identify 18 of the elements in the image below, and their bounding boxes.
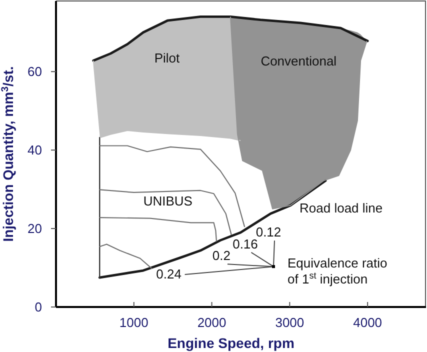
y-tick-label: 20: [28, 221, 42, 236]
y-tick-label: 60: [28, 64, 42, 80]
series-label: 0.24: [156, 266, 182, 282]
series-label: 0.16: [232, 236, 258, 252]
annotation: UNIBUS: [143, 193, 193, 208]
x-tick-label: 1000: [119, 315, 148, 330]
annotation: Equivalence ratio of 1$^{st}$ injection: [288, 256, 388, 287]
annotation: Conventional: [260, 53, 337, 68]
x-axis-title: Engine Speed, rpm: [168, 335, 294, 351]
x-tick-label: 3000: [275, 315, 304, 330]
series-label: 0.2: [212, 248, 230, 264]
series-label: 0.12: [256, 224, 282, 240]
x-tick-label: 4000: [353, 315, 382, 330]
x-tick-label: 2000: [197, 315, 226, 330]
y-tick-label: 0: [34, 300, 42, 314]
annotation: Pilot: [154, 50, 180, 66]
series-label: Road load line: [300, 200, 383, 216]
y-tick-label: 40: [28, 142, 42, 158]
